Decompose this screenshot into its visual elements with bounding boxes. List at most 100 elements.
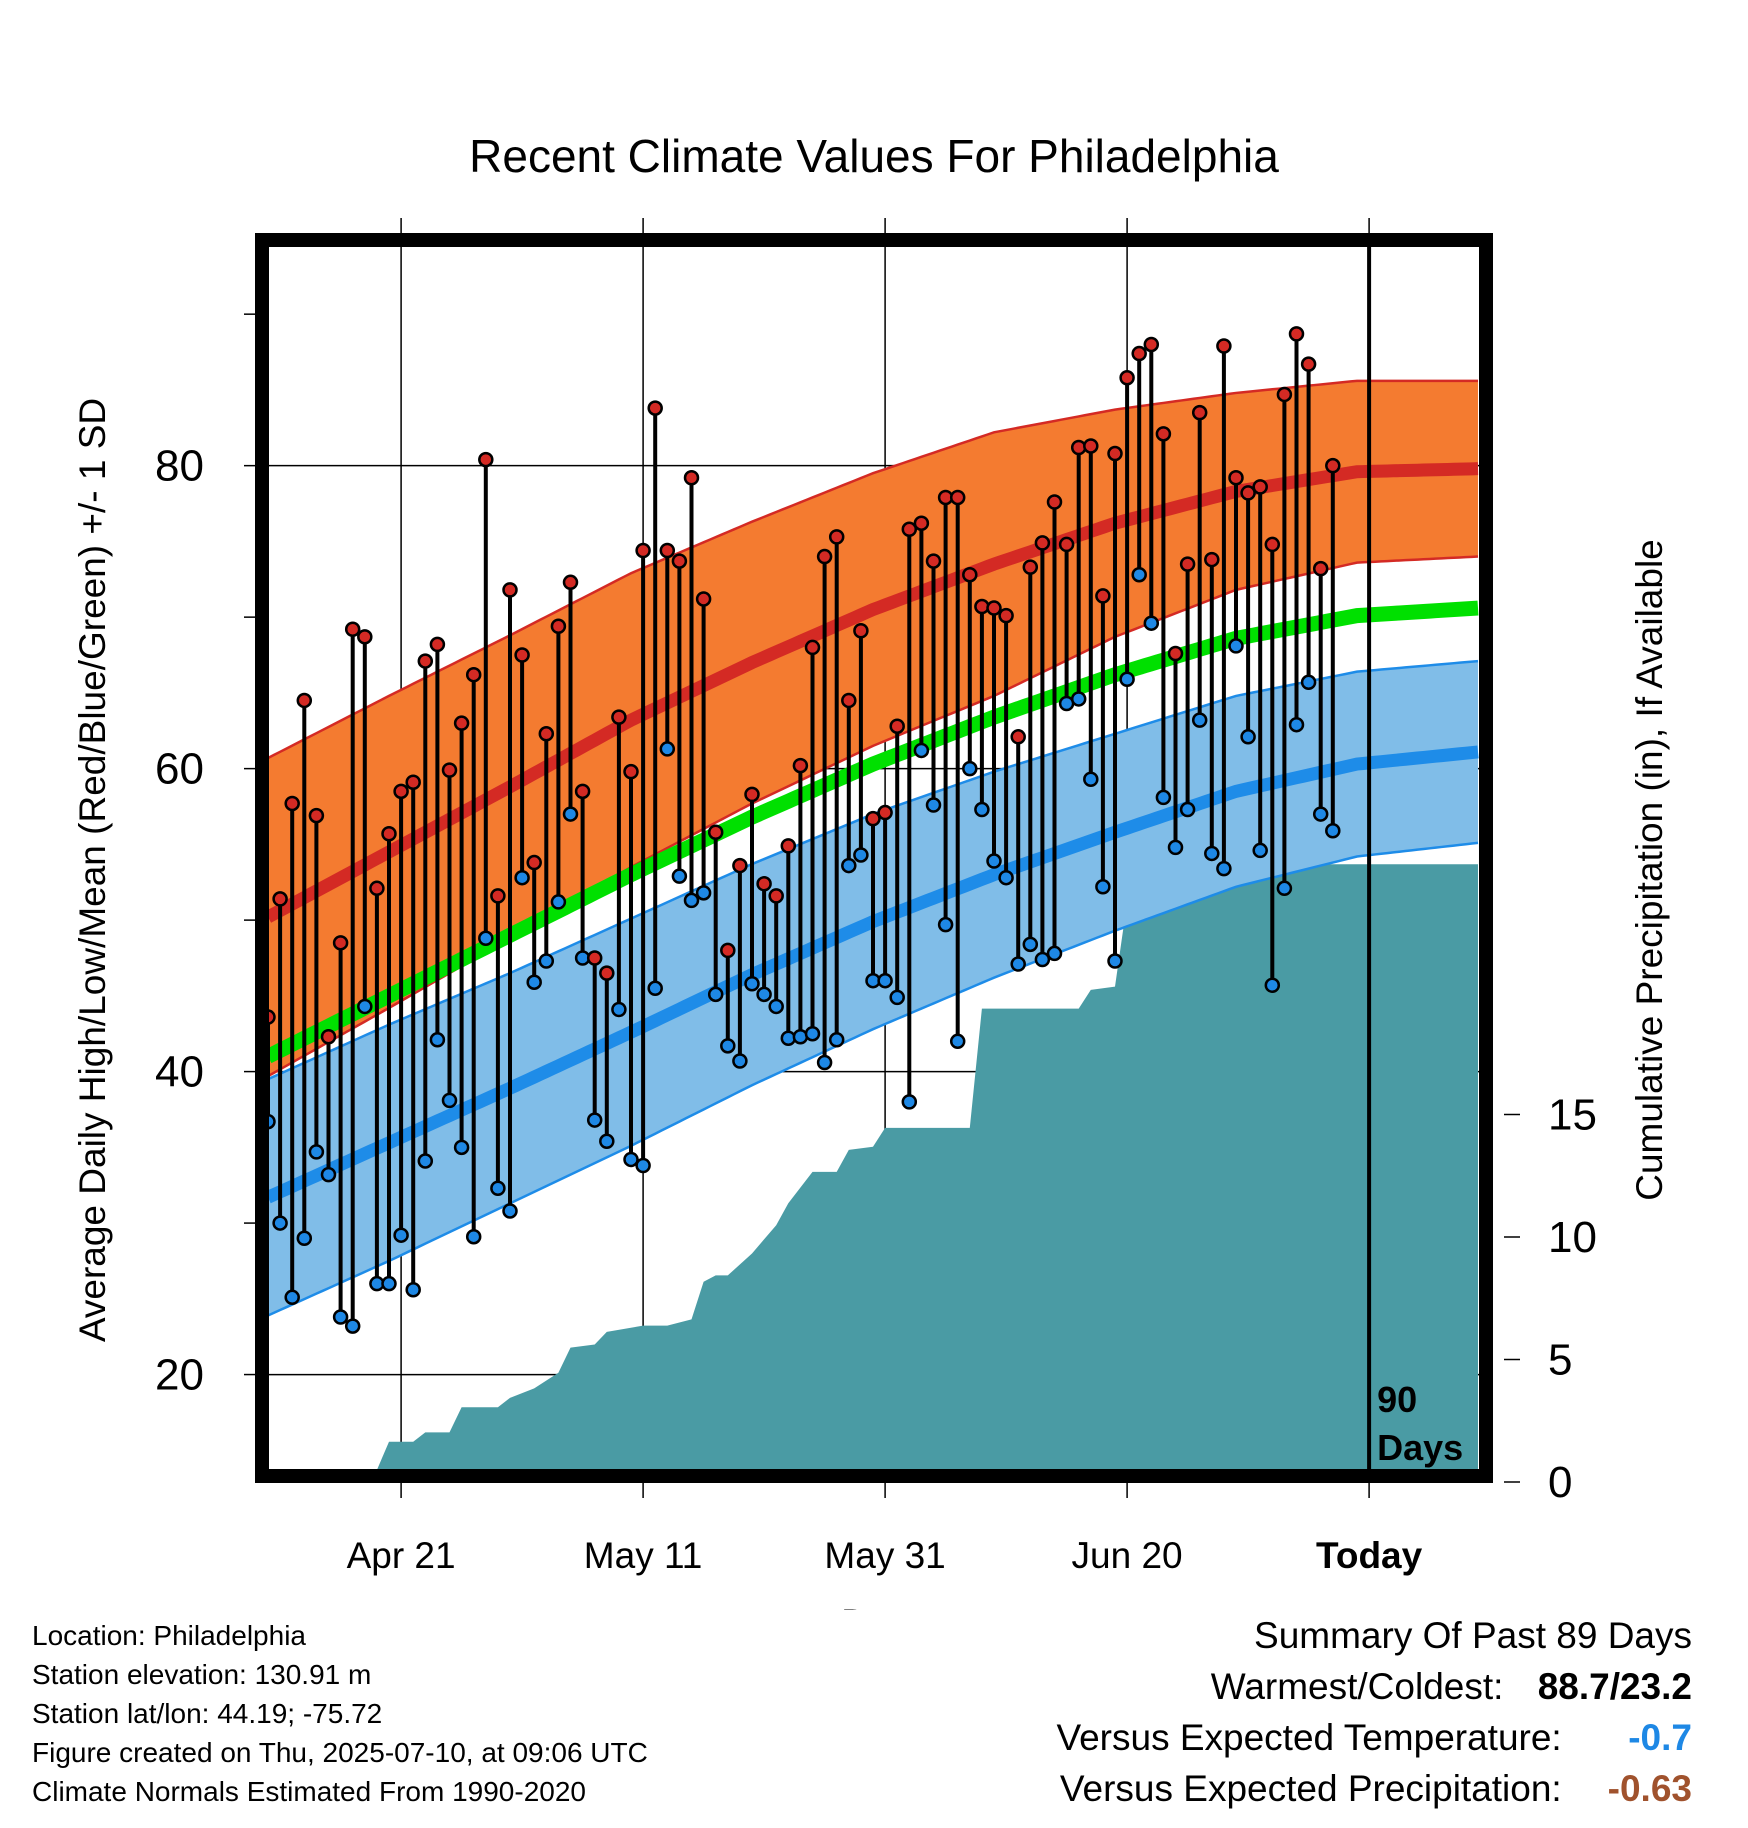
daily-low-point (1143, 615, 1160, 631)
daily-low-point (659, 741, 676, 757)
daily-low-point (1131, 566, 1147, 583)
daily-low-point (986, 853, 1002, 869)
temp-departure-row: Versus Expected Temperature: -0.7 (1056, 1712, 1692, 1763)
daily-high-point (538, 726, 555, 742)
precip-departure-value: -0.63 (1607, 1768, 1692, 1809)
daily-high-point (490, 888, 506, 904)
daily-high-point (405, 774, 421, 791)
daily-high-point (1167, 645, 1184, 662)
daily-high-point (574, 783, 591, 800)
daily-high-point (998, 607, 1014, 624)
station-info: Location: Philadelphia Station elevation… (32, 1616, 648, 1811)
daily-low-point (1107, 953, 1123, 969)
daily-low-point (465, 1228, 482, 1245)
daily-high-point (720, 942, 736, 959)
daily-high-point (841, 692, 857, 709)
daily-high-point (369, 880, 385, 897)
daily-high-point (429, 636, 446, 653)
daily-low-point (756, 986, 772, 1003)
plot-frame (255, 233, 1493, 1483)
daily-low-point (816, 1054, 833, 1071)
daily-high-point (792, 757, 809, 774)
daily-low-point (889, 989, 905, 1006)
y2-tick-label: 10 (1548, 1213, 1597, 1262)
daily-high-point (949, 489, 966, 506)
daily-high-point (296, 692, 313, 709)
y2-axis-label: Cumulative Precipitation (in), If Availa… (1629, 539, 1670, 1201)
daily-low-point (877, 972, 893, 989)
daily-high-point (272, 891, 288, 907)
daily-high-point (1204, 551, 1220, 568)
y-tick-label: 40 (155, 1048, 204, 1097)
daily-high-point (986, 600, 1002, 616)
daily-low-point (804, 1025, 821, 1042)
daily-low-point (599, 1133, 615, 1150)
daily-low-point (695, 885, 712, 901)
daily-low-point (707, 986, 724, 1003)
daily-high-point (1119, 370, 1135, 386)
x-axis-label: Day (841, 1602, 907, 1610)
daily-high-point (1276, 386, 1293, 403)
daily-low-point (1252, 842, 1268, 859)
daily-low-point (1070, 691, 1087, 707)
daily-high-point (1300, 356, 1317, 372)
daily-high-point (1240, 485, 1256, 501)
daily-low-point (1300, 674, 1317, 691)
daily-high-point (695, 591, 712, 607)
daily-high-point (1312, 560, 1329, 577)
daily-high-point (756, 876, 772, 892)
daily-high-point (865, 810, 881, 827)
daily-low-point (332, 1309, 349, 1325)
daily-high-point (586, 950, 603, 966)
daily-high-point (1155, 426, 1172, 442)
daily-high-point (913, 515, 930, 531)
temp-departure-value: -0.7 (1628, 1717, 1692, 1758)
daily-low-point (732, 1053, 748, 1069)
daily-high-point (599, 965, 615, 981)
daily-high-point (1058, 536, 1075, 553)
daily-high-point (683, 470, 700, 486)
daily-low-point (1216, 860, 1232, 877)
daily-high-point (550, 618, 567, 634)
daily-high-point (1264, 536, 1281, 553)
daily-high-point (901, 521, 918, 538)
y2-tick-label: 5 (1548, 1336, 1572, 1385)
daily-low-point (635, 1157, 651, 1174)
daily-low-point (828, 1032, 845, 1048)
daily-low-point (272, 1215, 288, 1231)
daily-low-point (1191, 712, 1208, 728)
daily-high-point (780, 838, 797, 854)
daily-low-point (974, 801, 990, 818)
daily-low-point (1010, 956, 1026, 972)
daily-low-point (1046, 945, 1063, 962)
y2-tick-label: 0 (1548, 1458, 1572, 1507)
daily-low-point (344, 1318, 361, 1334)
daily-low-point (720, 1038, 736, 1054)
precip-departure-row: Versus Expected Precipitation: -0.63 (1056, 1763, 1692, 1814)
daily-low-point (586, 1112, 603, 1128)
daily-high-point (393, 783, 409, 800)
daily-low-point (320, 1166, 337, 1183)
daily-low-point (550, 894, 567, 910)
daily-high-point (332, 935, 349, 951)
climate-chart: Recent Climate Values For Philadelphia 9… (72, 130, 1670, 1610)
daily-low-point (502, 1203, 518, 1219)
daily-high-point (732, 857, 748, 874)
temp-departure-label: Versus Expected Temperature: (1056, 1717, 1562, 1758)
daily-low-point (538, 953, 555, 969)
daily-low-point (1167, 839, 1184, 856)
daily-high-point (514, 647, 530, 663)
daily-high-point (611, 709, 627, 725)
daily-high-point (1034, 535, 1051, 551)
daily-high-point (647, 400, 663, 416)
daily-low-point (949, 1033, 966, 1050)
daily-low-point (308, 1144, 325, 1160)
daily-low-point (1240, 729, 1256, 745)
y-tick-label: 20 (155, 1351, 204, 1400)
precip-departure-label: Versus Expected Precipitation: (1059, 1768, 1562, 1809)
normal-high-line (264, 462, 1479, 923)
daily-range-bars (260, 326, 1341, 1334)
precipitation-area (268, 864, 1478, 1470)
daily-low-point (841, 857, 857, 874)
daily-low-point (1228, 638, 1244, 654)
